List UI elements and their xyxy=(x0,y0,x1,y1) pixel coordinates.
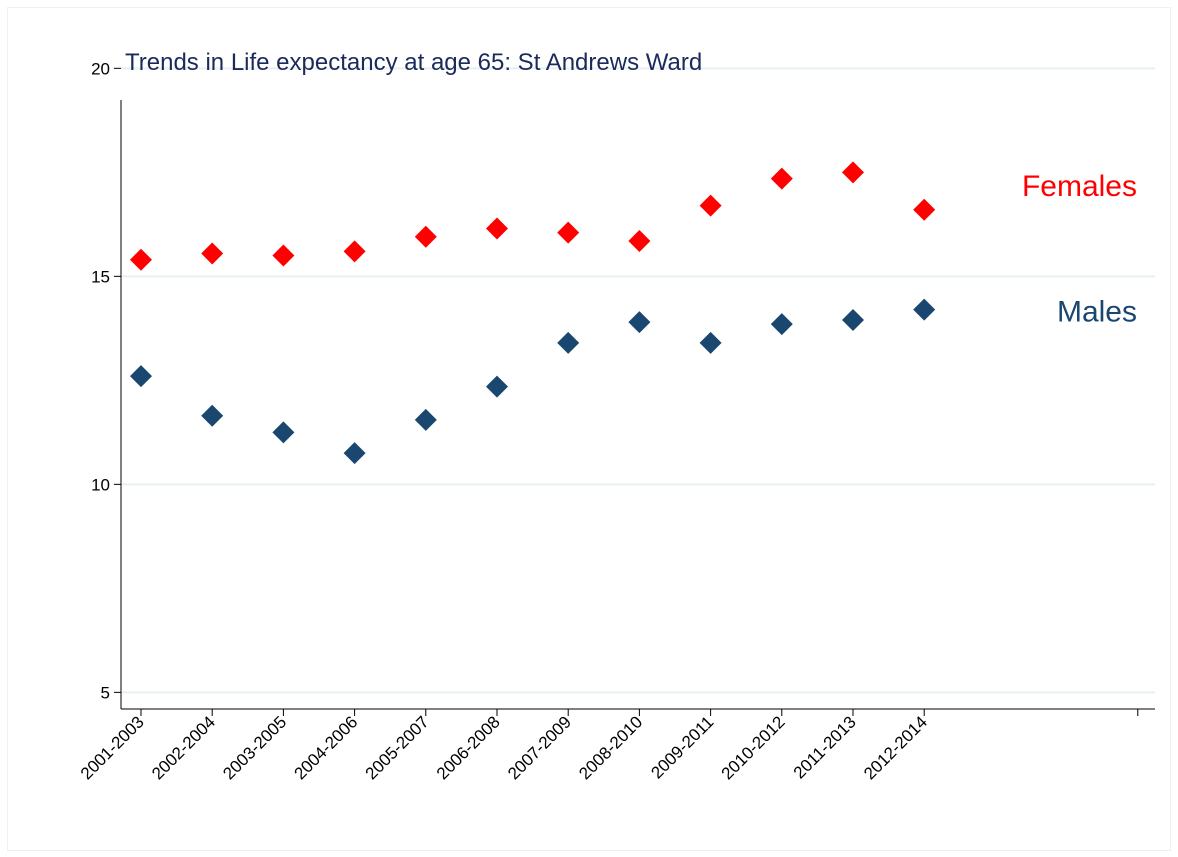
point-males-2002-2004 xyxy=(201,404,224,427)
point-males-2008-2010 xyxy=(628,311,651,334)
x-tick-label-2007-2009: 2007-2009 xyxy=(504,712,575,783)
point-females-2004-2006 xyxy=(343,240,366,263)
point-females-2003-2005 xyxy=(272,244,295,267)
point-males-2003-2005 xyxy=(272,421,295,444)
x-tick-label-2012-2014: 2012-2014 xyxy=(860,712,931,783)
y-tick-label-5: 5 xyxy=(101,683,110,702)
series-label-females: Females xyxy=(1022,170,1137,203)
point-females-2010-2012 xyxy=(770,167,793,190)
x-tick-label-2005-2007: 2005-2007 xyxy=(362,712,433,783)
point-males-2012-2014 xyxy=(913,298,936,321)
point-females-2011-2013 xyxy=(842,161,864,184)
axis-layer xyxy=(114,67,1155,716)
point-females-2007-2009 xyxy=(557,221,580,244)
grid-layer xyxy=(121,67,1155,694)
y-tick-label-15: 15 xyxy=(91,267,110,286)
x-tick-label-2009-2011: 2009-2011 xyxy=(647,712,717,782)
point-females-2006-2008 xyxy=(486,217,508,240)
point-males-2010-2012 xyxy=(770,313,793,336)
x-tick-label-2010-2012: 2010-2012 xyxy=(718,712,789,783)
point-males-2006-2008 xyxy=(486,375,508,398)
marks-layer xyxy=(130,161,936,465)
y-tick-label-20: 20 xyxy=(91,59,110,78)
label-layer: 5 10 15 20 2001-2003 2002-2004 2003-2005 2004-2… xyxy=(77,59,1137,783)
series-label-males: Males xyxy=(1057,296,1137,329)
point-males-2007-2009 xyxy=(557,331,580,354)
x-tick-label-2002-2004: 2002-2004 xyxy=(148,712,219,783)
x-tick-label-2004-2006: 2004-2006 xyxy=(290,712,361,783)
x-tick-label-2003-2005: 2003-2005 xyxy=(219,712,290,783)
y-tick-label-10: 10 xyxy=(91,475,110,494)
point-males-2011-2013 xyxy=(842,309,864,332)
point-males-2001-2003 xyxy=(130,365,152,388)
point-females-2012-2014 xyxy=(913,198,936,221)
x-tick-label-2001-2003: 2001-2003 xyxy=(77,712,148,783)
x-tick-label-2006-2008: 2006-2008 xyxy=(433,712,504,783)
point-males-2009-2011 xyxy=(699,331,722,354)
chart-frame xyxy=(7,7,1171,851)
point-males-2004-2006 xyxy=(343,442,366,465)
point-females-2001-2003 xyxy=(130,248,152,271)
x-tick-label-2011-2013: 2011-2013 xyxy=(790,712,860,782)
point-females-2008-2010 xyxy=(628,229,651,252)
point-males-2005-2007 xyxy=(414,408,437,431)
x-tick-label-2008-2010: 2008-2010 xyxy=(575,712,646,783)
chart-title: Trends in Life expectancy at age 65: St … xyxy=(125,49,702,76)
point-females-2005-2007 xyxy=(414,225,437,248)
point-females-2002-2004 xyxy=(201,242,224,265)
point-females-2009-2011 xyxy=(699,194,722,217)
